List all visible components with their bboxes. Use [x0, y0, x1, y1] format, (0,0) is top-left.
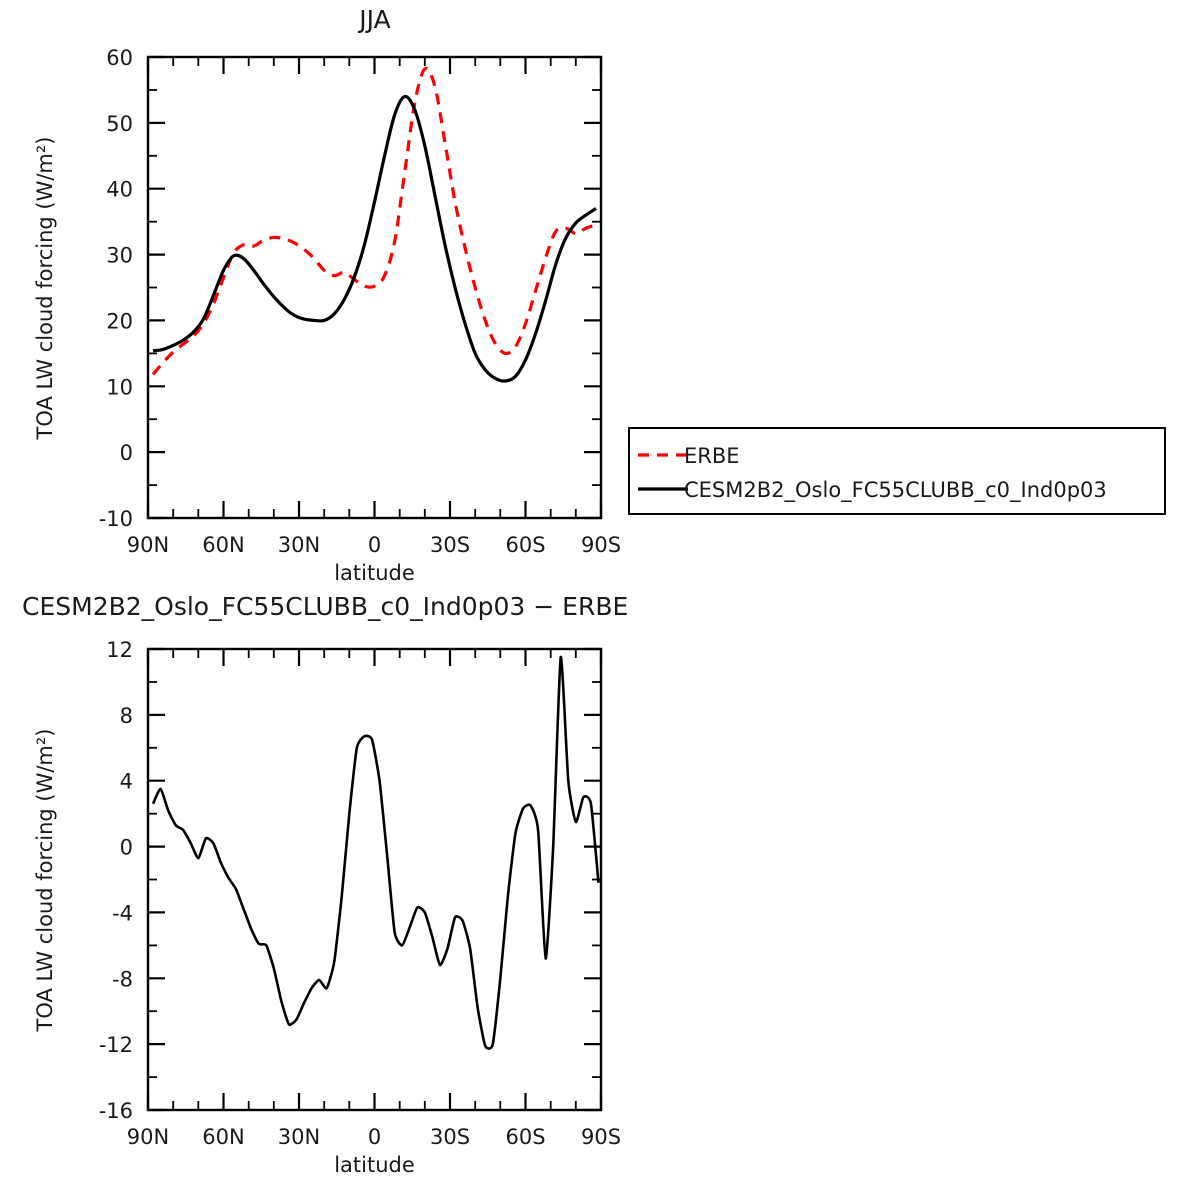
top-xtick-0: 0	[368, 533, 381, 557]
series-line-erbe	[151, 66, 597, 376]
bottom-ytick-m12: -12	[99, 1033, 133, 1057]
top-panel-ylabel: TOA LW cloud forcing (W/m²)	[33, 137, 57, 441]
bottom-ytick-12: 12	[106, 638, 133, 662]
bottom-xtick-0: 0	[368, 1125, 381, 1149]
top-ytick-m10: -10	[99, 507, 133, 531]
top-ytick-30: 30	[106, 244, 133, 268]
bottom-xtick-60S: 60S	[505, 1125, 545, 1149]
series-line-difference	[151, 655, 600, 1050]
bottom-ytick-m8: -8	[112, 967, 133, 991]
top-panel: JJA TOA LW cloud forcing (W/m²)	[33, 5, 621, 585]
bottom-xtick-30N: 30N	[278, 1125, 320, 1149]
top-xtick-30N: 30N	[278, 533, 320, 557]
top-panel-xlabel: latitude	[334, 561, 415, 585]
top-xtick-90N: 90N	[127, 533, 169, 557]
top-xtick-90S: 90S	[581, 533, 621, 557]
top-ytick-40: 40	[106, 178, 133, 202]
top-ytick-20: 20	[106, 309, 133, 333]
bottom-panel-frame	[146, 647, 603, 1112]
bottom-xtick-90S: 90S	[581, 1125, 621, 1149]
bottom-ytick-0: 0	[120, 836, 133, 860]
bottom-xtick-60N: 60N	[202, 1125, 244, 1149]
top-xtick-60S: 60S	[505, 533, 545, 557]
series-line-model	[152, 94, 597, 383]
top-ytick-60: 60	[106, 46, 133, 70]
top-panel-x-ticks	[146, 57, 603, 518]
bottom-ytick-m16: -16	[99, 1099, 133, 1123]
bottom-ytick-m4: -4	[112, 901, 133, 925]
bottom-panel-title: CESM2B2_Oslo_FC55CLUBB_c0_Ind0p03 − ERBE	[22, 592, 628, 621]
bottom-panel-y-ticks	[148, 647, 601, 1112]
top-xtick-30S: 30S	[430, 533, 470, 557]
top-panel-y-ticks	[148, 55, 601, 520]
top-panel-x-ticklabels: 90N 60N 30N 0 30S 60S 90S	[127, 533, 621, 557]
top-panel-y-ticklabels: 60 50 40 30 20 10 0 -10	[99, 46, 133, 531]
legend-frame	[628, 427, 1166, 515]
bottom-xtick-30S: 30S	[430, 1125, 470, 1149]
top-ytick-50: 50	[106, 112, 133, 136]
legend: ERBE CESM2B2_Oslo_FC55CLUBB_c0_Ind0p03	[628, 427, 1166, 515]
bottom-panel: CESM2B2_Oslo_FC55CLUBB_c0_Ind0p03 − ERBE…	[22, 592, 628, 1177]
top-ytick-0: 0	[120, 441, 133, 465]
bottom-panel-xlabel: latitude	[334, 1153, 415, 1177]
top-xtick-60N: 60N	[202, 533, 244, 557]
legend-label-erbe[interactable]: ERBE	[684, 444, 740, 468]
bottom-panel-y-ticklabels: 12 8 4 0 -4 -8 -12 -16	[99, 638, 133, 1123]
top-ytick-10: 10	[106, 375, 133, 399]
bottom-panel-x-ticks	[146, 649, 603, 1110]
bottom-ytick-4: 4	[120, 770, 133, 794]
bottom-ytick-8: 8	[120, 704, 133, 728]
bottom-panel-x-ticklabels: 90N 60N 30N 0 30S 60S 90S	[127, 1125, 621, 1149]
legend-label-model[interactable]: CESM2B2_Oslo_FC55CLUBB_c0_Ind0p03	[684, 478, 1107, 503]
top-panel-title: JJA	[357, 5, 390, 34]
bottom-panel-ylabel: TOA LW cloud forcing (W/m²)	[33, 729, 57, 1033]
bottom-xtick-90N: 90N	[127, 1125, 169, 1149]
